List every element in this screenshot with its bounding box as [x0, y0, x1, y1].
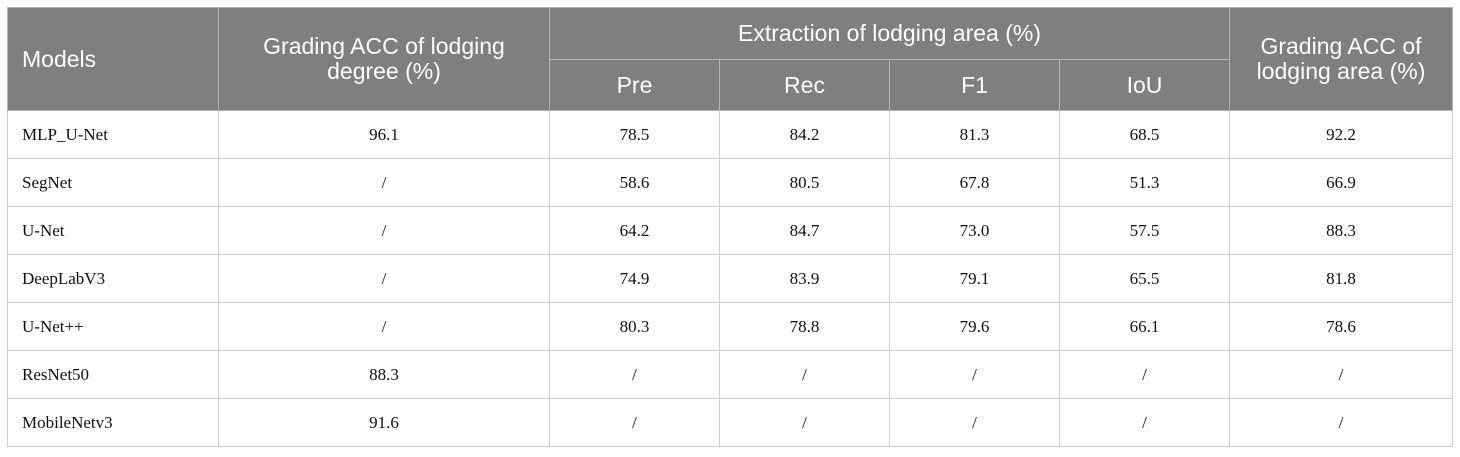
- cell-pre: 58.6: [549, 158, 720, 207]
- cell-area-acc: 78.6: [1229, 302, 1453, 351]
- cell-rec: /: [719, 398, 890, 447]
- cell-area-acc: /: [1229, 350, 1453, 399]
- header-rec: Rec: [719, 59, 890, 111]
- cell-area-acc: 92.2: [1229, 110, 1453, 159]
- cell-f1: 67.8: [889, 158, 1060, 207]
- cell-model: SegNet: [7, 158, 219, 207]
- table-row: MobileNetv3 91.6// / / /: [7, 398, 1453, 447]
- cell-model: ResNet50: [7, 350, 219, 399]
- cell-rec: 80.5: [719, 158, 890, 207]
- cell-pre: 78.5: [549, 110, 720, 159]
- cell-rec: 84.2: [719, 110, 890, 159]
- cell-iou: 51.3: [1059, 158, 1230, 207]
- table-body: MLP_U-Net 96.1 78.5 84.2 81.3 68.5 92.2 SegNet /…: [7, 110, 1453, 447]
- cell-pre: 80.3: [549, 302, 720, 351]
- cell-iou: /: [1059, 398, 1230, 447]
- cell-f1: 79.6: [889, 302, 1060, 351]
- header-row: Models Grading ACC of lodging degree (%)…: [7, 7, 1453, 111]
- cell-model: MobileNetv3: [7, 398, 219, 447]
- table-row: SegNet/58.6 80.5 67.8 51.3 66.9: [7, 158, 1453, 207]
- cell-model: MLP_U-Net: [7, 110, 219, 159]
- cell-pre: /: [549, 350, 720, 399]
- cell-degree-acc: /: [218, 254, 550, 303]
- table-row: U-Net/64.2 84.7 73.0 57.5 88.3: [7, 206, 1453, 255]
- results-table: Models Grading ACC of lodging degree (%)…: [7, 7, 1453, 447]
- cell-model: DeepLabV3: [7, 254, 219, 303]
- cell-rec: 84.7: [719, 206, 890, 255]
- header-pre: Pre: [549, 59, 720, 111]
- cell-degree-acc: /: [218, 206, 550, 255]
- cell-rec: /: [719, 350, 890, 399]
- cell-area-acc: /: [1229, 398, 1453, 447]
- cell-iou: 57.5: [1059, 206, 1230, 255]
- table-row: DeepLabV3/74.9 83.9 79.1 65.5 81.8: [7, 254, 1453, 303]
- header-extraction: Extraction of lodging area (%): [549, 7, 1230, 60]
- table-row: MLP_U-Net 96.1 78.5 84.2 81.3 68.5 92.2: [7, 110, 1453, 159]
- cell-pre: /: [549, 398, 720, 447]
- cell-area-acc: 66.9: [1229, 158, 1453, 207]
- cell-area-acc: 88.3: [1229, 206, 1453, 255]
- subheader-row: Pre Rec F1 IoU: [8, 59, 1453, 111]
- cell-f1: 73.0: [889, 206, 1060, 255]
- header-models: Models: [7, 7, 219, 111]
- cell-model: U-Net++: [7, 302, 219, 351]
- cell-iou: /: [1059, 350, 1230, 399]
- header-degree-acc: Grading ACC of lodging degree (%): [218, 7, 550, 111]
- cell-degree-acc: 88.3: [218, 350, 550, 399]
- cell-iou: 66.1: [1059, 302, 1230, 351]
- cell-iou: 68.5: [1059, 110, 1230, 159]
- cell-degree-acc: /: [218, 302, 550, 351]
- cell-rec: 78.8: [719, 302, 890, 351]
- cell-rec: 83.9: [719, 254, 890, 303]
- cell-area-acc: 81.8: [1229, 254, 1453, 303]
- cell-f1: 79.1: [889, 254, 1060, 303]
- cell-degree-acc: /: [218, 158, 550, 207]
- cell-degree-acc: 96.1: [218, 110, 550, 159]
- header-iou: IoU: [1059, 59, 1230, 111]
- cell-f1: /: [889, 350, 1060, 399]
- header-f1: F1: [889, 59, 1060, 111]
- cell-f1: /: [889, 398, 1060, 447]
- cell-degree-acc: 91.6: [218, 398, 550, 447]
- cell-pre: 64.2: [549, 206, 720, 255]
- header-area-acc: Grading ACC of lodging area (%): [1229, 7, 1453, 111]
- cell-pre: 74.9: [549, 254, 720, 303]
- cell-iou: 65.5: [1059, 254, 1230, 303]
- cell-f1: 81.3: [889, 110, 1060, 159]
- table-row: U-Net++/80.3 78.8 79.6 66.1 78.6: [7, 302, 1453, 351]
- cell-model: U-Net: [7, 206, 219, 255]
- table-row: ResNet50 88.3// / / /: [7, 350, 1453, 399]
